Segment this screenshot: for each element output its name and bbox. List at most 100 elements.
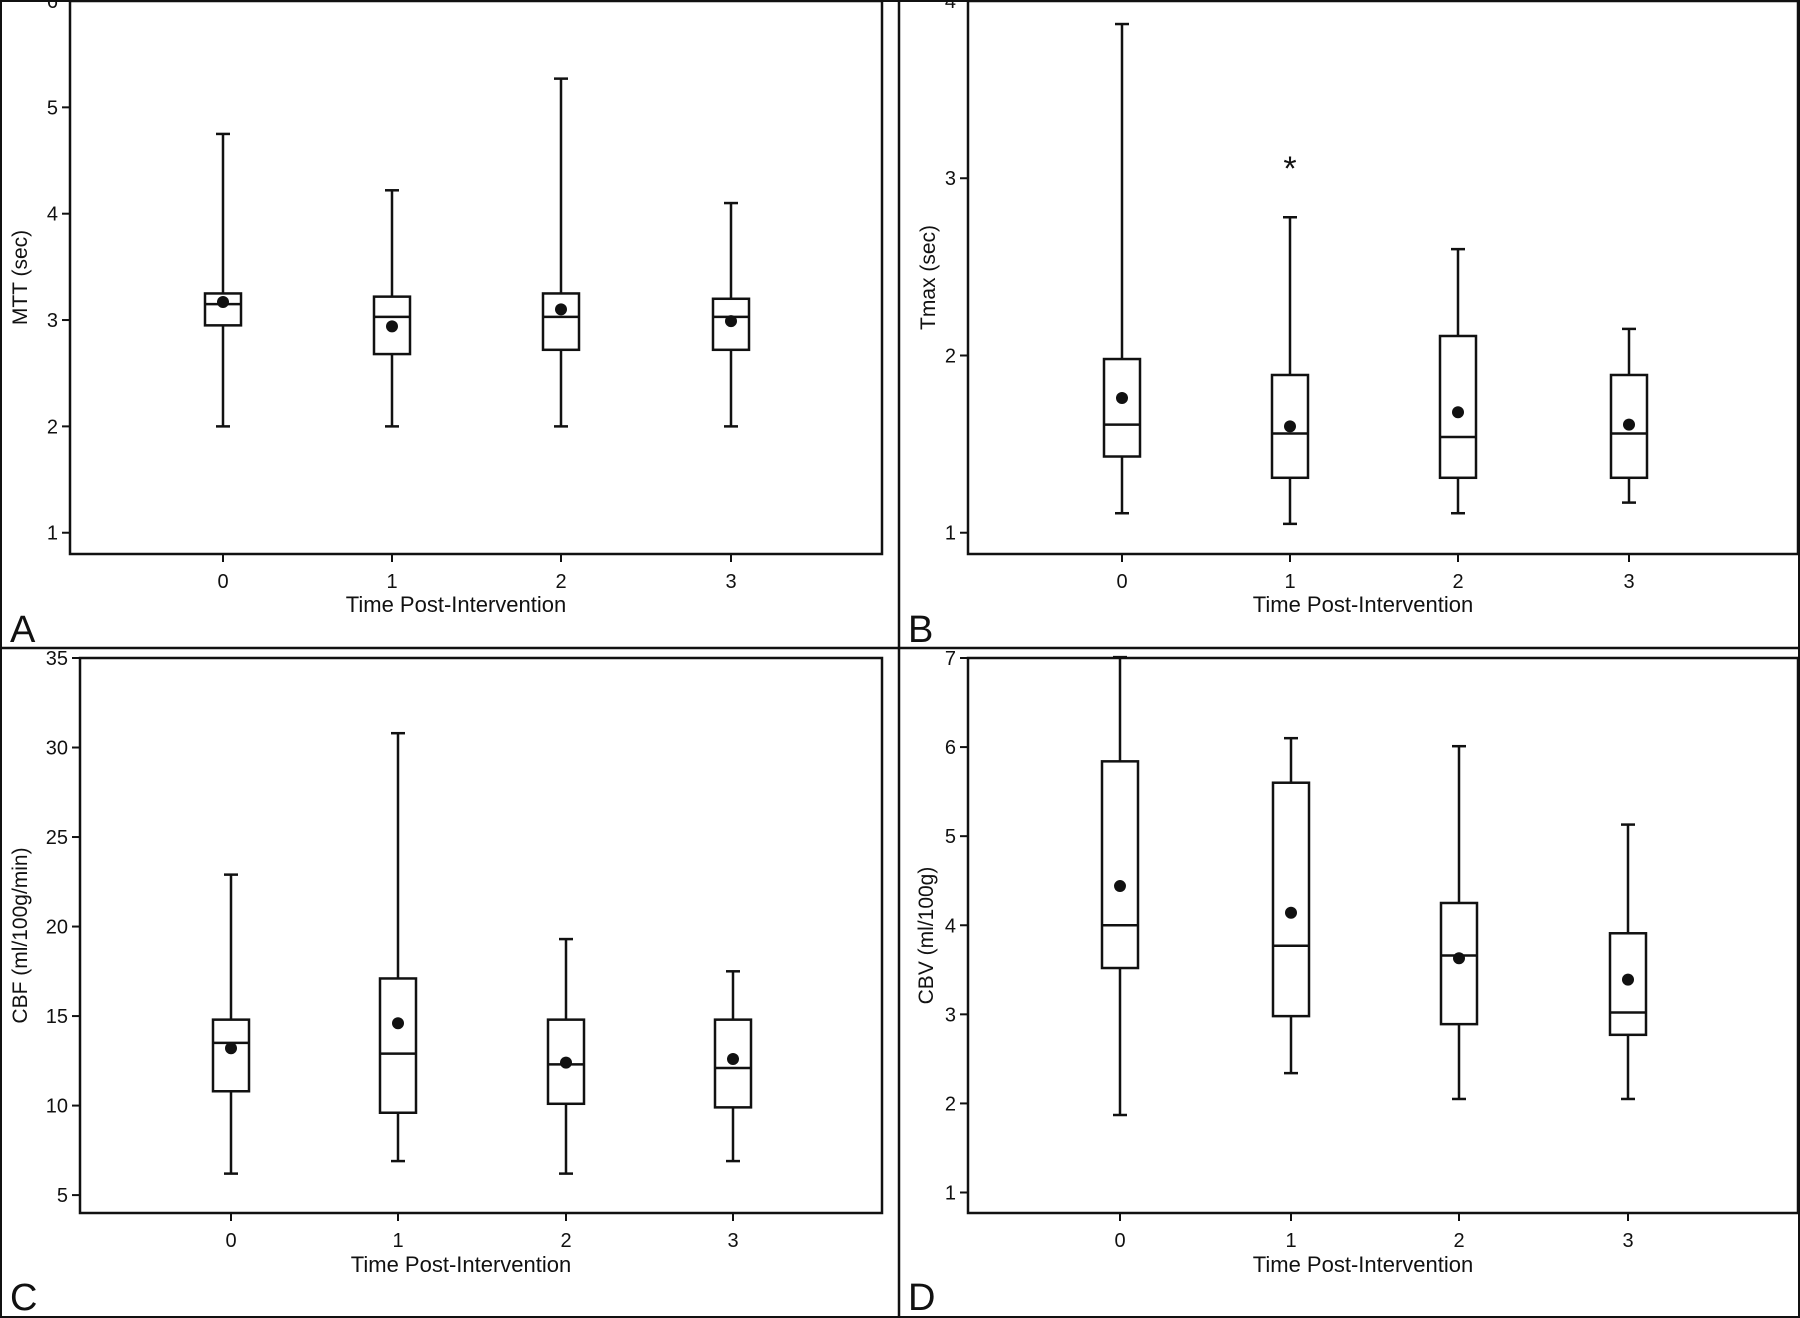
plot-frame <box>78 656 884 1215</box>
mean-point <box>386 320 398 333</box>
interquartile-box <box>1271 781 1311 1018</box>
panel-a: 1 2 3 4 5 6 0 1 2 3 MTT (sec) Time Post-Interven… <box>9 0 884 651</box>
mean-point <box>725 315 737 328</box>
box-plot <box>1608 823 1648 1101</box>
mean-point <box>560 1056 572 1069</box>
box-plots <box>1100 655 1648 1117</box>
x-axis-label: Time Post-Intervention <box>1253 1252 1474 1277</box>
x-tick-label: 3 <box>1622 1230 1633 1252</box>
y-tick-label: 5 <box>57 1185 68 1207</box>
x-tick-label: 1 <box>1284 571 1295 593</box>
y-tick-label: 3 <box>945 168 956 190</box>
x-tick-label: 0 <box>225 1230 236 1252</box>
y-axis-label: Tmax (sec) <box>917 225 940 330</box>
y-tick-label: 2 <box>47 416 58 438</box>
plot-area-border <box>78 656 884 1215</box>
y-axis-label: CBV (ml/100g) <box>915 867 938 1005</box>
plot-frame <box>966 656 1800 1215</box>
box-plots <box>203 77 751 428</box>
y-axis-ticks: 5 10 15 20 25 30 35 <box>46 648 80 1207</box>
annotations: * <box>1283 150 1296 188</box>
x-tick-label: 0 <box>1116 571 1127 593</box>
y-tick-label: 4 <box>945 915 956 937</box>
box-plot <box>372 189 412 428</box>
panel-d: 1 2 3 4 5 6 7 0 1 2 3 CBV (ml/100g) Time Post-Int… <box>908 648 1800 1318</box>
y-tick-label: 6 <box>945 737 956 759</box>
mean-point <box>1453 952 1465 965</box>
mean-point <box>1623 418 1635 431</box>
y-tick-label: 5 <box>47 97 58 119</box>
box-plot <box>1271 736 1311 1075</box>
x-tick-label: 2 <box>560 1230 571 1252</box>
box-plot <box>211 873 251 1175</box>
plot-area-border <box>966 0 1800 556</box>
interquartile-box <box>378 977 418 1114</box>
panel-b: 1 2 3 4 0 1 2 3 * Tmax (sec) Time Post-Interve… <box>908 0 1800 651</box>
y-tick-label: 7 <box>945 648 956 670</box>
mean-point <box>1285 906 1297 919</box>
interquartile-box <box>713 1018 753 1109</box>
mean-point <box>225 1042 237 1055</box>
y-tick-label: 35 <box>46 648 68 670</box>
x-tick-label: 3 <box>725 571 736 593</box>
y-tick-label: 30 <box>46 738 68 760</box>
x-axis-ticks: 0 1 2 3 <box>225 1213 739 1252</box>
x-axis-label: Time Post-Intervention <box>351 1252 572 1277</box>
x-tick-label: 2 <box>1452 571 1463 593</box>
plot-area-border <box>966 656 1800 1215</box>
plot-frame <box>966 0 1800 556</box>
x-tick-label: 3 <box>727 1230 738 1252</box>
x-axis-label: Time Post-Intervention <box>346 592 567 617</box>
panel-letter: B <box>908 609 933 651</box>
box-plot <box>1609 327 1649 504</box>
mean-point <box>1452 406 1464 419</box>
mean-point <box>1622 973 1634 986</box>
x-tick-label: 1 <box>386 571 397 593</box>
interquartile-box <box>541 292 581 352</box>
mean-point <box>1116 392 1128 405</box>
box-plot <box>546 937 586 1175</box>
y-tick-label: 10 <box>46 1096 68 1118</box>
box-plot <box>1439 744 1479 1101</box>
y-tick-label: 2 <box>945 1093 956 1115</box>
box-plot <box>711 201 751 428</box>
x-axis-ticks: 0 1 2 3 <box>1116 554 1635 593</box>
y-tick-label: 15 <box>46 1006 68 1028</box>
box-plot <box>203 132 243 428</box>
box-plot <box>1270 215 1310 526</box>
box-plot <box>713 970 753 1163</box>
mean-point <box>727 1053 739 1066</box>
x-tick-label: 0 <box>1114 1230 1125 1252</box>
significance-marker: * <box>1283 150 1296 188</box>
x-axis-ticks: 0 1 2 3 <box>217 554 737 593</box>
x-tick-label: 1 <box>1285 1230 1296 1252</box>
x-tick-label: 1 <box>392 1230 403 1252</box>
box-plot <box>1102 22 1142 515</box>
y-tick-label: 25 <box>46 827 68 849</box>
y-axis-ticks: 1 2 3 4 5 6 7 <box>945 648 968 1205</box>
box-plot <box>378 731 418 1163</box>
plot-frame <box>68 0 884 556</box>
panel-letter: D <box>908 1277 935 1318</box>
box-plot <box>1438 247 1478 515</box>
y-tick-label: 20 <box>46 917 68 939</box>
mean-point <box>392 1017 404 1030</box>
x-axis-ticks: 0 1 2 3 <box>1114 1213 1634 1252</box>
y-tick-label: 4 <box>945 0 956 13</box>
panel-c: 5 10 15 20 25 30 35 0 1 2 3 CBF (ml/100g/min) Tim… <box>9 648 884 1318</box>
x-tick-label: 2 <box>555 571 566 593</box>
y-tick-label: 3 <box>47 310 58 332</box>
interquartile-box <box>211 1018 251 1093</box>
y-tick-label: 1 <box>945 1183 956 1205</box>
y-tick-label: 1 <box>945 523 956 545</box>
interquartile-box <box>1102 357 1142 458</box>
mean-point <box>1114 880 1126 893</box>
plot-area-border <box>68 0 884 556</box>
y-axis-label: CBF (ml/100g/min) <box>9 847 32 1023</box>
y-axis-ticks: 1 2 3 4 <box>945 0 968 545</box>
box-plots <box>211 731 753 1175</box>
x-tick-label: 3 <box>1623 571 1634 593</box>
x-tick-label: 2 <box>1453 1230 1464 1252</box>
mean-point <box>217 295 229 308</box>
